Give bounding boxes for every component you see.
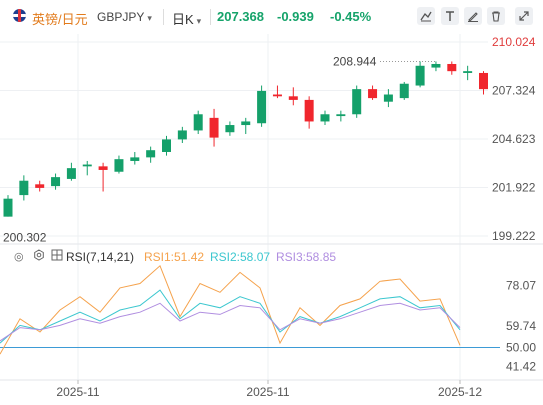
- fullscreen-button[interactable]: [515, 7, 533, 25]
- candle-body: [162, 139, 171, 152]
- time-axis-label: 2025-11: [56, 385, 99, 399]
- candle-body: [257, 90, 267, 124]
- candle-body: [399, 83, 409, 99]
- period-caret-icon: ▾: [196, 16, 202, 26]
- pen-tool-button[interactable]: [464, 7, 482, 25]
- rsi2-value: RSI2:58.07: [210, 250, 271, 264]
- time-axis-label: 2025-12: [438, 385, 482, 399]
- candle-body: [209, 117, 219, 138]
- collapse-icon[interactable]: ◎: [14, 251, 24, 263]
- candle-body: [479, 72, 488, 90]
- high-annotation: 208.944: [333, 54, 377, 68]
- line-tool-icon: [420, 11, 432, 22]
- grid-icon[interactable]: [51, 249, 63, 264]
- candle-body: [336, 114, 346, 117]
- candle-body: [19, 180, 29, 196]
- price-axis-label: 204.623: [492, 132, 536, 146]
- period-selector[interactable]: 日K ▾: [172, 9, 201, 28]
- rsi-title: RSI(7,14,21): [66, 250, 135, 264]
- rsi-series-line-rsi1: [0, 264, 461, 355]
- delete-button[interactable]: [487, 7, 505, 25]
- candle-body: [66, 168, 76, 179]
- line-tool-button[interactable]: [417, 7, 435, 25]
- candle-body: [288, 96, 298, 100]
- rsi-axis-label: 50.00: [506, 341, 536, 355]
- candle-body: [3, 198, 13, 217]
- price-axis-label: 201.922: [492, 181, 536, 195]
- pen-tool-icon: [468, 12, 478, 22]
- candle-body: [82, 164, 92, 167]
- candle-body: [368, 89, 378, 99]
- candle-body: [447, 63, 457, 72]
- instrument-header: 英镑/日元 GBPJPY ▾ 日K ▾ 207.368 -0.939 -0.45%: [0, 0, 543, 34]
- ticker-caret-icon: ▾: [147, 13, 152, 23]
- candle-body: [383, 94, 393, 102]
- candle-body: [431, 63, 441, 68]
- candle-body: [98, 166, 108, 170]
- low-annotation: 200.302: [3, 231, 47, 245]
- text-tool-button[interactable]: [441, 7, 459, 25]
- rsi-axis-label: 59.74: [506, 319, 536, 333]
- ticker-selector[interactable]: GBPJPY ▾: [97, 10, 152, 24]
- price-axis-label: 210.024: [492, 35, 536, 49]
- delete-icon: [492, 11, 500, 22]
- time-axis-label: 2025-11: [246, 385, 289, 399]
- candle-body: [177, 130, 187, 140]
- settings-icon[interactable]: [33, 249, 45, 264]
- candle-body: [415, 65, 425, 86]
- uk-flag-icon: [13, 9, 26, 22]
- header-divider: [210, 9, 211, 25]
- price-change: -0.939: [277, 9, 314, 24]
- instrument-name[interactable]: 英镑/日元: [32, 12, 88, 27]
- rsi3-value: RSI3:58.85: [276, 250, 337, 264]
- candle-body: [114, 159, 124, 172]
- price-axis-label: 207.324: [492, 83, 536, 97]
- candle-body: [146, 150, 156, 158]
- ticker-symbol: GBPJPY: [97, 10, 145, 24]
- candle-body: [241, 121, 251, 126]
- price-change-percent: -0.45%: [330, 9, 372, 24]
- rsi-axis-label: 78.07: [506, 279, 536, 293]
- header-divider: [163, 9, 164, 25]
- rsi1-value: RSI1:51.42: [144, 250, 205, 264]
- rsi-series-line-rsi2: [0, 289, 461, 344]
- price-axis-label: 199.222: [492, 229, 536, 243]
- candle-body: [304, 99, 314, 122]
- rsi-series-line-rsi3: [0, 302, 461, 342]
- rsi-axis-label: 41.42: [506, 359, 536, 373]
- candle-body: [35, 184, 45, 188]
- candle-body: [352, 89, 362, 115]
- candle-body: [51, 177, 61, 187]
- fullscreen-icon: [519, 11, 529, 21]
- candle-body: [130, 157, 140, 161]
- candle-body: [320, 114, 330, 122]
- candle-body: [193, 114, 203, 131]
- text-tool-icon: [446, 11, 454, 21]
- candle-body: [272, 94, 282, 97]
- last-price: 207.368: [217, 9, 264, 24]
- candle-body: [463, 71, 473, 73]
- period-label: 日K: [172, 12, 194, 27]
- candle-body: [225, 125, 235, 133]
